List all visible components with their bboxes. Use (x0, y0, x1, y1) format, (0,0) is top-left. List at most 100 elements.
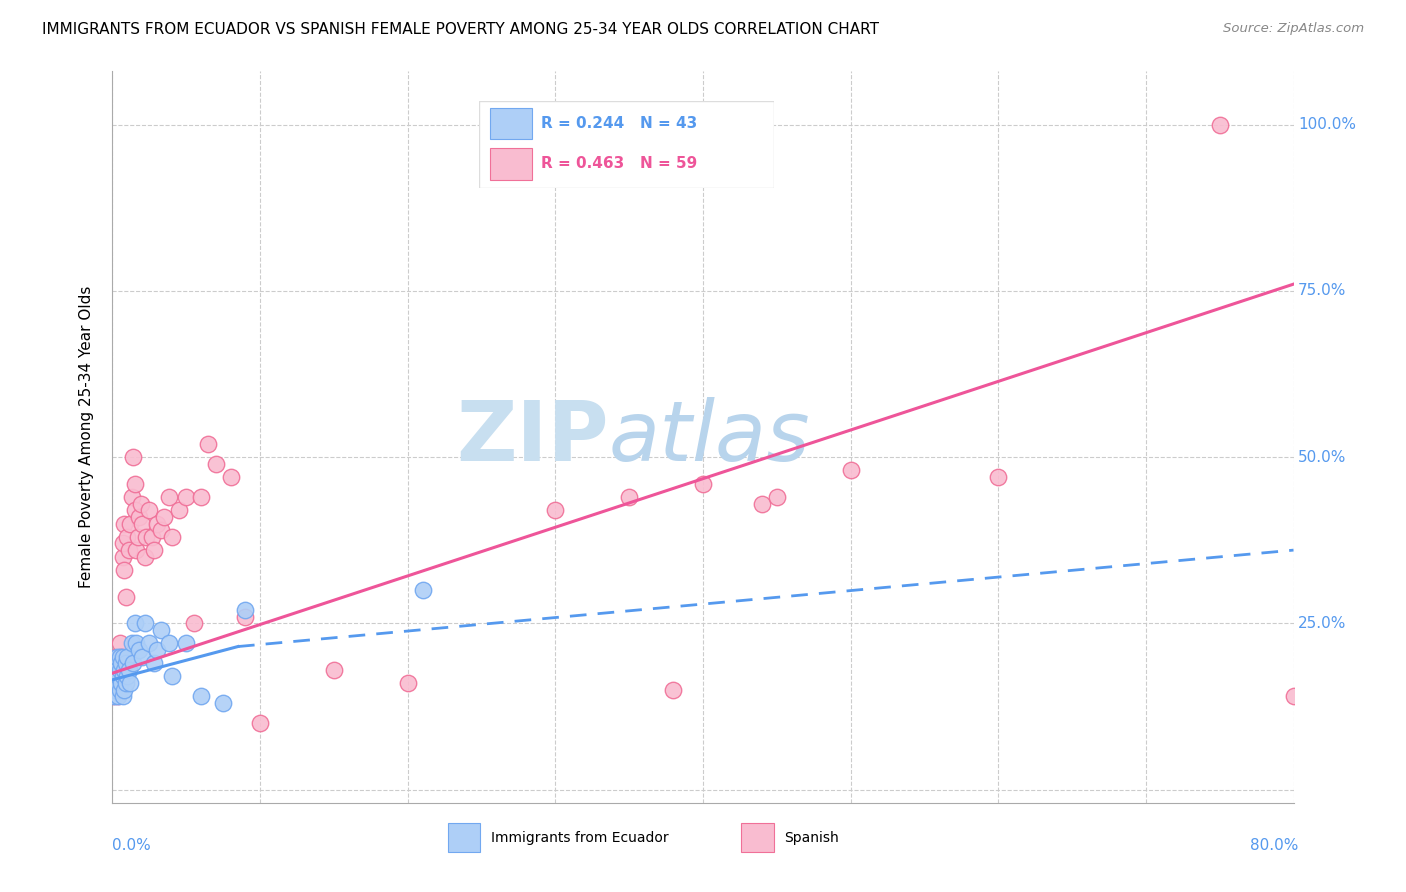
Point (121, 490, 143, 504)
Point (146, 516, 169, 531)
Point (138, 503, 160, 517)
Point (107, 690, 129, 704)
Point (134, 616, 156, 631)
Point (135, 530, 157, 544)
Point (110, 656, 132, 670)
Point (110, 676, 132, 690)
Point (111, 549, 134, 564)
Point (112, 563, 135, 577)
Point (183, 616, 205, 631)
Point (219, 470, 242, 484)
Point (118, 543, 141, 558)
Point (108, 649, 131, 664)
Point (619, 490, 641, 504)
Point (142, 656, 165, 670)
Point (103, 690, 125, 704)
Point (122, 656, 145, 670)
Point (212, 696, 235, 710)
Point (110, 649, 132, 664)
Point (150, 623, 173, 637)
Point (118, 663, 141, 677)
Point (124, 503, 146, 517)
Point (104, 682, 127, 697)
Point (150, 523, 173, 537)
Point (197, 436, 219, 450)
Point (134, 549, 156, 564)
Text: 80.0%: 80.0% (1250, 838, 1298, 853)
Point (117, 649, 138, 664)
Point (103, 669, 125, 683)
Point (125, 636, 148, 650)
Point (190, 690, 212, 704)
Point (131, 649, 153, 664)
Point (111, 536, 134, 550)
Point (692, 476, 714, 491)
Point (249, 716, 271, 731)
Point (124, 476, 146, 491)
Point (114, 656, 136, 670)
Point (233, 603, 256, 617)
Point (544, 503, 567, 517)
Y-axis label: Female Poverty Among 25-34 Year Olds: Female Poverty Among 25-34 Year Olds (79, 286, 94, 588)
Point (104, 649, 127, 664)
Point (105, 663, 128, 677)
Point (120, 516, 142, 531)
Point (112, 516, 135, 531)
Text: 25.0%: 25.0% (1298, 615, 1347, 631)
Point (323, 663, 346, 677)
Point (105, 663, 128, 677)
Point (108, 656, 131, 670)
Text: 0.0%: 0.0% (112, 838, 152, 853)
Point (766, 490, 789, 504)
Point (120, 676, 142, 690)
Point (107, 663, 129, 677)
Point (174, 636, 197, 650)
Point (1282, 690, 1305, 704)
Point (114, 676, 136, 690)
Point (122, 450, 145, 464)
Point (396, 676, 419, 690)
Point (128, 643, 150, 657)
Point (105, 676, 128, 690)
Point (107, 669, 129, 683)
Point (117, 530, 138, 544)
Point (108, 663, 131, 677)
Point (104, 682, 127, 697)
Point (105, 676, 128, 690)
Point (839, 463, 862, 477)
Point (751, 497, 773, 511)
Point (411, 582, 433, 597)
Point (131, 516, 153, 531)
Point (157, 490, 180, 504)
Point (104, 656, 127, 670)
Point (142, 543, 165, 558)
Point (108, 682, 131, 697)
Point (174, 490, 197, 504)
Point (141, 530, 163, 544)
Point (157, 636, 180, 650)
Point (108, 636, 131, 650)
Text: atlas: atlas (609, 397, 810, 477)
Point (128, 509, 150, 524)
Point (129, 497, 152, 511)
Point (160, 669, 183, 683)
Point (160, 530, 183, 544)
Point (127, 530, 149, 544)
Text: 75.0%: 75.0% (1298, 284, 1347, 298)
Point (124, 616, 146, 631)
Point (111, 690, 134, 704)
Point (153, 509, 176, 524)
Point (117, 669, 138, 683)
Point (111, 669, 134, 683)
Point (987, 470, 1010, 484)
Point (662, 682, 685, 697)
Point (167, 503, 190, 517)
Point (107, 690, 129, 704)
Point (190, 490, 212, 504)
Point (1208, 118, 1232, 132)
Point (121, 636, 143, 650)
Point (138, 636, 160, 650)
Point (111, 649, 134, 664)
Text: 100.0%: 100.0% (1298, 117, 1357, 132)
Point (146, 643, 169, 657)
